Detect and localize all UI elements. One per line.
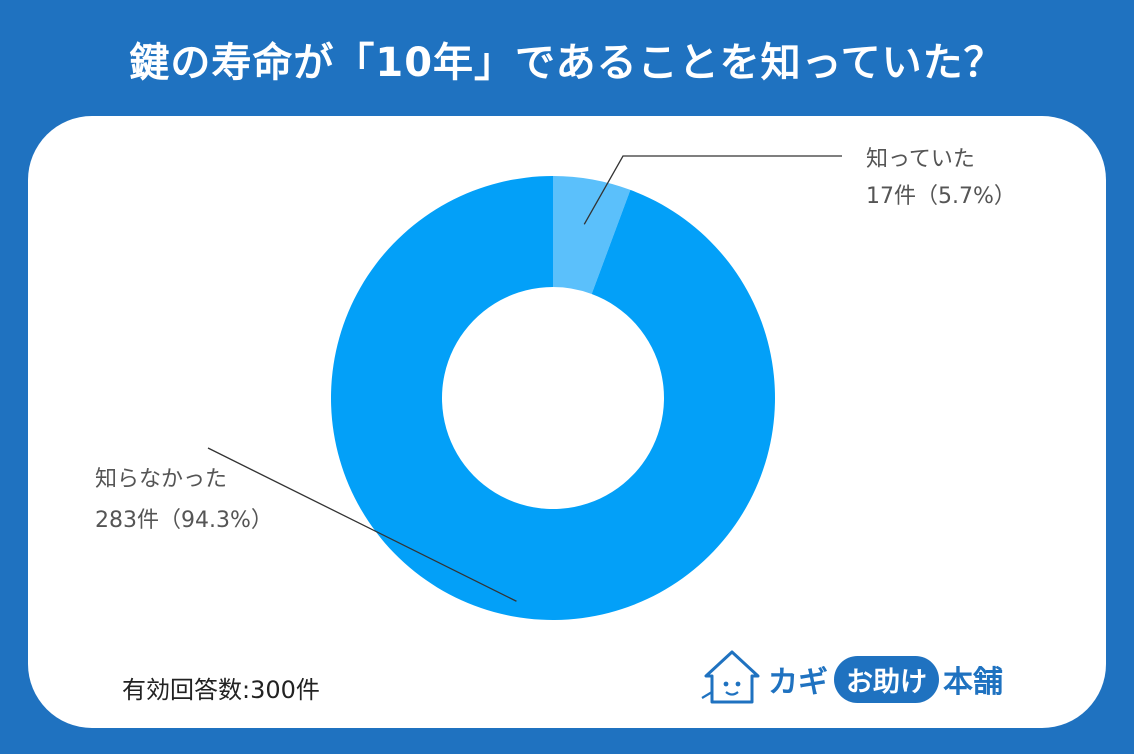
house-mascot-icon <box>701 650 760 704</box>
respondent-count: 有効回答数:300件 <box>122 676 320 704</box>
brand-logo: カギ お助け 本舗 <box>700 648 1030 710</box>
brand-honpo-text: 本舗 <box>943 665 1003 700</box>
donut-slice-0 <box>553 176 631 294</box>
slice-value-label-1: 283件（94.3%） <box>95 508 273 533</box>
donut-slice-1 <box>330 176 775 620</box>
slice-value-label-0: 17件（5.7%） <box>866 184 1016 209</box>
chart-title: 鍵の寿命が「10年」であることを知っていた？ <box>129 40 1005 86</box>
brand-otasuke-badge: お助け <box>834 655 939 703</box>
slice-label-1: 知らなかった <box>95 467 227 492</box>
slice-label-0: 知っていた <box>866 147 975 172</box>
leader-line-1 <box>207 447 517 602</box>
leader-line-0 <box>583 155 842 225</box>
brand-kagi-text: カギ <box>768 665 828 700</box>
